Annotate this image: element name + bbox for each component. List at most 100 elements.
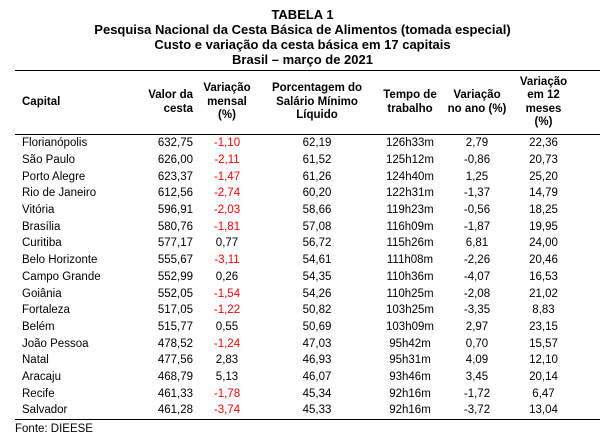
table-row: Belém 515,77 0,55 50,69 103h09m 2,97 23,15 [15, 319, 600, 336]
cell-tempo: 124h40m [386, 170, 434, 183]
cell-tempo: 110h25m [386, 287, 434, 300]
cell-tempo: 95h42m [389, 337, 431, 350]
cell-mensal: 0,26 [215, 270, 239, 283]
cell-capital: Natal [22, 354, 49, 367]
cell-mensal: 2,83 [215, 354, 239, 367]
cell-doze: 20,46 [529, 254, 558, 267]
table-row: São Paulo 626,00 -2,11 61,52 125h12m -0,86 20,… [15, 152, 600, 169]
cell-doze: 12,10 [529, 354, 558, 367]
cell-capital: Rio de Janeiro [22, 187, 97, 200]
cell-tempo: 125h12m [386, 154, 434, 167]
table-row: Aracaju 468,79 5,13 46,07 93h46m 3,45 20,14 [15, 369, 600, 386]
table-row: Natal 477,56 2,83 46,93 95h31m 4,09 12,10 [15, 352, 600, 369]
cell-mensal: 5,13 [215, 370, 239, 383]
table-row: Goiânia 552,05 -1,54 54,26 110h25m -2,08 21,02 [15, 285, 600, 302]
cell-pct: 54,61 [302, 254, 332, 267]
title-line-3: Custo e variação da cesta básica em 17 c… [154, 37, 451, 52]
cell-pct: 46,07 [302, 370, 332, 383]
cell-tempo: 103h25m [386, 304, 434, 317]
cell-tempo: 110h36m [386, 270, 434, 283]
cell-capital: Salvador [22, 404, 68, 417]
cell-tempo: 92h16m [389, 404, 431, 417]
cell-capital: Porto Alegre [22, 170, 86, 183]
cell-mensal: -3,74 [213, 404, 241, 417]
column-header-capital: Capital [15, 70, 135, 135]
column-header-valor-da-cesta: Valor da cesta [135, 70, 197, 135]
cell-doze: 21,02 [529, 287, 558, 300]
cell-pct: 50,82 [302, 304, 332, 317]
table-row: Curitiba 577,17 0,77 56,72 115h26m 6,81 24,00 [15, 235, 600, 252]
cell-pct: 47,03 [302, 337, 332, 350]
cell-capital: Campo Grande [22, 270, 101, 283]
cell-mensal: -1,22 [213, 304, 241, 317]
cell-valor: 623,37 [157, 170, 193, 183]
cell-doze: 23,15 [529, 320, 558, 333]
title-line-2: Pesquisa Nacional da Cesta Básica de Ali… [94, 22, 511, 37]
cell-doze: 6,47 [532, 387, 555, 400]
table-row: Salvador 461,28 -3,74 45,33 92h16m -3,72 13,04 [15, 402, 600, 419]
cell-pct: 45,34 [302, 387, 332, 400]
column-header-variacao-mensal: Variação mensal (%) [197, 70, 257, 135]
cell-doze: 20,14 [529, 370, 558, 383]
cell-mensal: 0,77 [215, 237, 239, 250]
cell-valor: 580,76 [157, 220, 193, 233]
cell-pct: 56,72 [302, 237, 332, 250]
cell-capital: Recife [22, 387, 55, 400]
table-row: Campo Grande 552,99 0,26 54,35 110h36m -4,07 1… [15, 269, 600, 286]
cell-ano: -1,37 [463, 187, 491, 200]
table-body: Florianópolis 632,75 -1,10 62,19 126h33m 2,79… [15, 135, 600, 420]
column-header-variacao-12-meses: Variação em 12 meses (%) [511, 70, 600, 135]
cell-capital: Belém [22, 320, 55, 333]
cell-doze: 25,20 [529, 170, 558, 183]
cell-valor: 632,75 [157, 137, 193, 150]
cell-ano: -2,26 [463, 254, 491, 267]
table-row: Vitória 596,91 -2,03 58,66 119h23m -0,56 18,25 [15, 202, 600, 219]
cell-tempo: 115h26m [386, 237, 434, 250]
cell-pct: 54,26 [302, 287, 332, 300]
cell-valor: 596,91 [157, 204, 193, 217]
column-header-tempo-de-trabalho: Tempo de trabalho [377, 70, 443, 135]
cell-pct: 62,19 [302, 137, 332, 150]
table-row: Florianópolis 632,75 -1,10 62,19 126h33m 2,79… [15, 135, 600, 152]
table-row: Porto Alegre 623,37 -1,47 61,26 124h40m 1,25 2… [15, 168, 600, 185]
cell-ano: 3,45 [465, 370, 489, 383]
cell-valor: 577,17 [157, 237, 193, 250]
cell-pct: 60,20 [302, 187, 332, 200]
cell-tempo: 119h23m [386, 204, 434, 217]
cell-valor: 626,00 [157, 154, 193, 167]
cell-tempo: 93h46m [389, 370, 431, 383]
cell-valor: 461,33 [157, 387, 193, 400]
cell-ano: 4,09 [465, 354, 489, 367]
cell-capital: Aracaju [22, 370, 61, 383]
cell-capital: Belo Horizonte [22, 254, 98, 267]
cell-valor: 468,79 [157, 370, 193, 383]
cell-mensal: -1,24 [213, 337, 241, 350]
cell-ano: -1,87 [463, 220, 491, 233]
table-row: Belo Horizonte 555,67 -3,11 54,61 111h08m -2,… [15, 252, 600, 269]
cell-doze: 19,95 [529, 220, 558, 233]
cell-valor: 552,05 [157, 287, 193, 300]
cell-tempo: 122h31m [386, 187, 434, 200]
cell-capital: Florianópolis [22, 137, 88, 150]
cell-valor: 461,28 [157, 404, 193, 417]
cell-doze: 20,73 [529, 154, 558, 167]
cell-ano: -3,35 [463, 304, 491, 317]
table-row: Fortaleza 517,05 -1,22 50,82 103h25m -3,35 8,8… [15, 302, 600, 319]
cell-doze: 16,53 [529, 270, 558, 283]
cell-ano: -3,72 [463, 404, 491, 417]
cell-doze: 13,04 [529, 404, 558, 417]
cell-pct: 61,52 [302, 154, 332, 167]
cell-valor: 612,56 [157, 187, 193, 200]
cell-doze: 14,79 [529, 187, 558, 200]
cell-pct: 57,08 [302, 220, 332, 233]
column-header-variacao-no-ano: Variação no ano (%) [443, 70, 511, 135]
cell-valor: 478,52 [157, 337, 193, 350]
cell-ano: -0,86 [463, 154, 491, 167]
cell-capital: João Pessoa [22, 337, 89, 350]
cell-ano: 1,25 [465, 170, 489, 183]
cell-valor: 477,56 [157, 354, 193, 367]
cell-valor: 555,67 [157, 254, 193, 267]
cell-ano: -0,56 [463, 204, 491, 217]
cell-tempo: 92h16m [389, 387, 431, 400]
cell-doze: 22,36 [529, 137, 558, 150]
